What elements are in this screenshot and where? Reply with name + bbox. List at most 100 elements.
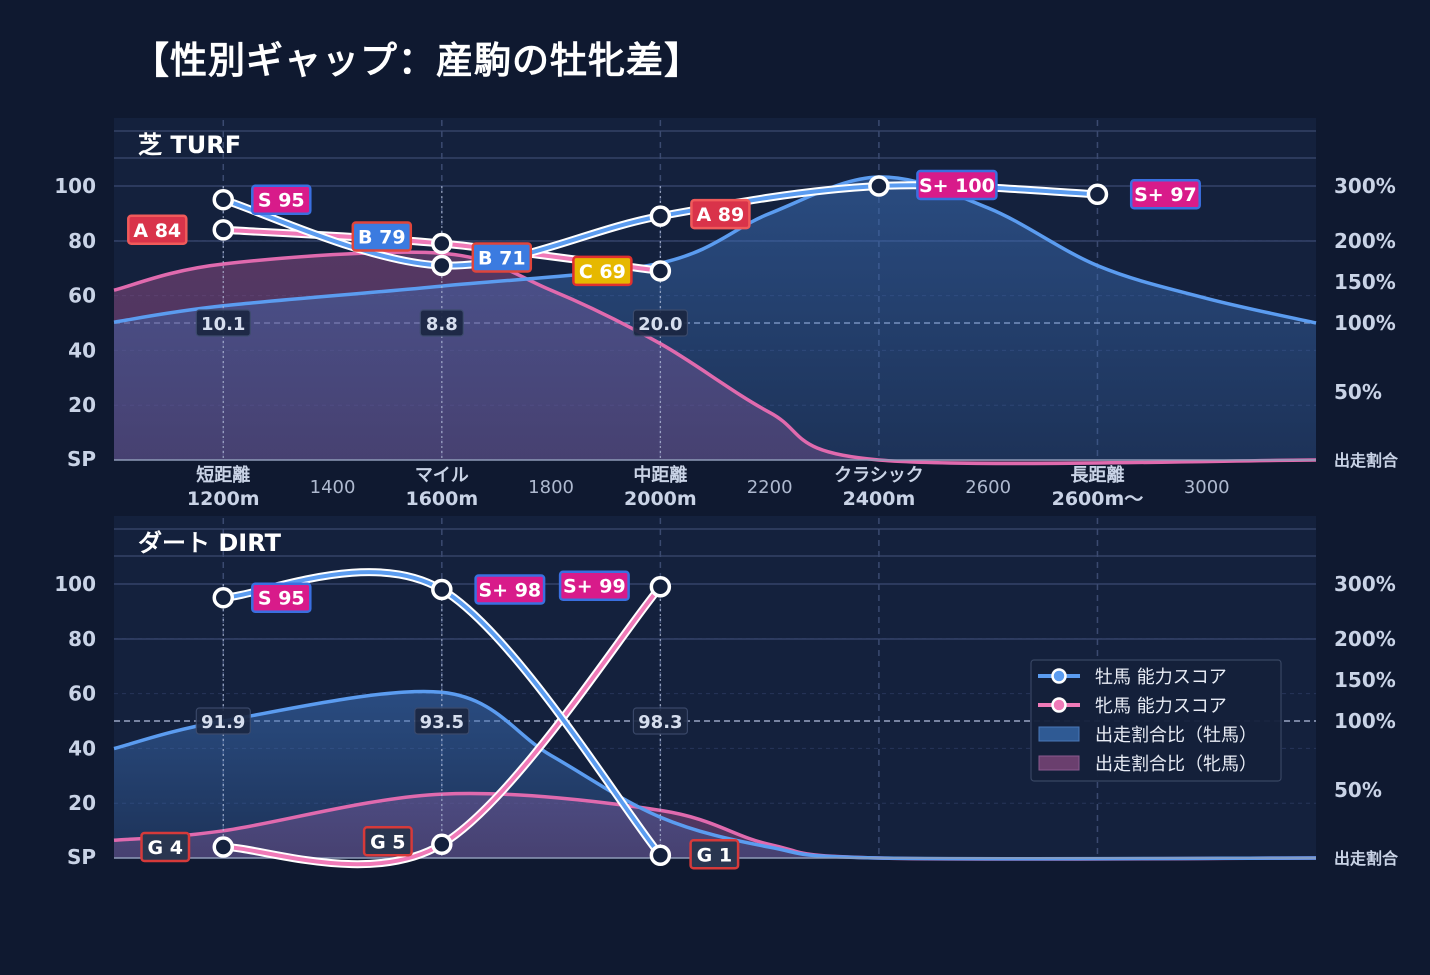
male-grade-badge-box — [916, 169, 998, 201]
male-grade-badge-label: B 71 — [478, 247, 526, 269]
x-category-label: 短距離 — [196, 464, 250, 486]
female-grade-badge: C 69 — [572, 255, 633, 287]
y-left-tick: SP — [67, 447, 96, 471]
male-ratio-area — [114, 691, 1316, 859]
ratio-label-text: 91.9 — [201, 712, 245, 733]
female-point — [212, 836, 235, 858]
legend-box — [1030, 659, 1282, 782]
y-right-tick: 150% — [1334, 270, 1396, 294]
ratio-label-text: 93.5 — [420, 712, 464, 733]
x-category-label: クラシック — [834, 465, 924, 486]
female-point — [431, 232, 453, 255]
y-left-tick: 100 — [54, 174, 96, 198]
male-grade-badge: S+ 97 — [1129, 178, 1201, 210]
male-grade-badge-box — [690, 198, 751, 230]
ratio-label: 20.0 — [632, 309, 689, 337]
y-right-tick: 150% — [1334, 668, 1396, 692]
male-grade-badge: S 95 — [251, 184, 312, 215]
x-category-sublabel: 2600m〜 — [1052, 488, 1144, 510]
male-grade-badge-label: S+ 100 — [919, 175, 995, 197]
y-left-tick: 40 — [68, 736, 96, 760]
panel-title: ダート DIRT — [138, 529, 282, 557]
x-tick-label: 3000 — [1184, 477, 1230, 498]
male-grade-badge-box — [471, 242, 533, 273]
x-tick-label: 2600 — [965, 477, 1011, 498]
male-point — [649, 205, 672, 227]
x-category-label: 長距離 — [1070, 464, 1124, 486]
ratio-label-box — [195, 707, 251, 735]
legend-area-swatch — [1038, 755, 1080, 771]
y-right-tick: 200% — [1334, 229, 1396, 253]
y-right-tick: 200% — [1334, 627, 1396, 651]
y-right-tick: 300% — [1334, 174, 1396, 198]
male-grade-badge: S 95 — [251, 582, 312, 613]
male-grade-badge-label: S+ 98 — [478, 579, 541, 601]
ratio-label-box — [419, 309, 464, 337]
female-grade-badge-label: C 69 — [579, 261, 626, 283]
y-left-tick: 40 — [68, 338, 96, 362]
ratio-label-box — [632, 309, 689, 337]
female-point — [431, 833, 453, 856]
ratio-label-text: 20.0 — [638, 314, 682, 335]
y-left-tick: 60 — [68, 284, 96, 308]
female-grade-badge: G 5 — [362, 826, 413, 857]
x-category-label: 中距離 — [633, 464, 687, 486]
x-category-sublabel: 1200m — [187, 488, 260, 510]
female-grade-badge-box — [572, 255, 633, 287]
y-left-tick: 60 — [68, 682, 96, 706]
legend-label: 出走割合比（牡馬） — [1095, 725, 1257, 746]
male-point — [212, 586, 235, 609]
female-grade-badge: S+ 99 — [558, 570, 630, 601]
male-grade-badge-box — [251, 184, 312, 215]
y-left-tick: 80 — [68, 229, 96, 253]
female-point — [649, 575, 672, 598]
y-right-tick: 100% — [1334, 709, 1396, 733]
legend-marker — [1051, 697, 1067, 713]
ratio-label: 10.1 — [195, 309, 251, 337]
x-category-sublabel: 2400m — [843, 488, 916, 510]
legend-area-swatch — [1038, 726, 1080, 742]
y-left-tick: 20 — [68, 393, 96, 417]
y-right-tick: 50% — [1334, 380, 1382, 404]
female-grade-badge-box — [140, 831, 191, 863]
ratio-label: 98.3 — [632, 707, 689, 735]
legend-label: 出走割合比（牝馬） — [1095, 754, 1257, 775]
ratio-label: 8.8 — [419, 309, 464, 337]
male-grade-badge: S+ 98 — [474, 574, 546, 605]
male-grade-badge-label: A 89 — [696, 204, 744, 226]
ratio-label-text: 8.8 — [426, 314, 458, 335]
y-right-tick: 出走割合 — [1334, 849, 1399, 868]
panel-0: 10.1 8.8 20.0 A 84 B 79 C 69 S 95 B 71 A 89 S+ 10… — [54, 118, 1399, 471]
y-left-tick: 80 — [68, 627, 96, 651]
male-grade-badge-box — [474, 574, 546, 605]
y-right-tick: 100% — [1334, 311, 1396, 335]
x-tick-label: 2200 — [747, 477, 793, 498]
y-right-tick: 50% — [1334, 778, 1382, 802]
panel-title: 芝 TURF — [138, 131, 241, 159]
male-grade-badge-label: S+ 97 — [1134, 184, 1197, 206]
female-grade-badge-label: S+ 99 — [563, 576, 626, 598]
male-point — [868, 175, 890, 197]
y-right-tick: 出走割合 — [1334, 451, 1399, 470]
ratio-label-box — [195, 309, 251, 337]
ratio-label-box — [632, 707, 689, 735]
x-category-label: マイル — [415, 465, 469, 486]
ratio-label: 91.9 — [195, 707, 251, 735]
female-grade-badge-box — [351, 221, 413, 252]
y-left-tick: 100 — [54, 572, 96, 596]
legend-label: 牡馬 能力スコア — [1095, 667, 1227, 688]
x-category-sublabel: 1600m — [405, 488, 478, 510]
male-grade-badge: S+ 100 — [916, 169, 998, 201]
panel-1: 91.9 93.5 98.3 G 4 G 5 S+ 99 S 95 S+ 98 G 1 ダート D… — [54, 516, 1399, 870]
y-right-tick: 300% — [1334, 572, 1396, 596]
male-ratio-area — [114, 176, 1316, 460]
male-point — [431, 254, 453, 277]
male-grade-badge: A 89 — [690, 198, 751, 230]
female-point — [649, 260, 672, 282]
legend-marker — [1051, 668, 1067, 684]
ratio-label-text: 98.3 — [638, 712, 682, 733]
male-point — [1086, 183, 1109, 205]
male-point — [649, 844, 672, 867]
x-axis: 短距離1200mマイル1600m中距離2000mクラシック2400m長距離260… — [187, 464, 1230, 510]
